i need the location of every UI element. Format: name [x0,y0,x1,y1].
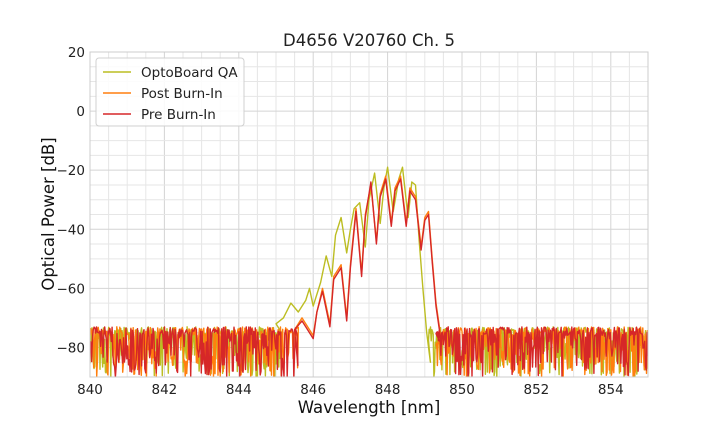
x-tick-label: 840 [77,382,103,398]
x-tick-label: 852 [524,382,550,398]
chart-title: D4656 V20760 Ch. 5 [283,31,455,50]
plot-frame [89,51,649,378]
x-tick-labels: 840 842 844 846 848 850 852 854 [77,382,624,398]
series-layer [90,166,648,377]
x-tick-label: 844 [226,382,252,398]
x-tick-label: 842 [152,382,178,398]
y-tick-label: −80 [57,340,86,356]
x-axis-title: Wavelength [nm] [298,398,441,417]
legend-box [95,57,245,127]
series-line-optoboard-qa [90,166,648,377]
y-axis-title: Optical Power [dB] [39,137,58,290]
y-tick-label: 0 [76,104,85,120]
legend: OptoBoard QA Post Burn-In Pre Burn-In [95,57,245,127]
y-tick-label: −40 [57,222,86,238]
legend-label-pre-burn-in: Pre Burn-In [141,107,216,123]
x-tick-label: 846 [300,382,326,398]
legend-label-optoboard-qa: OptoBoard QA [141,65,238,81]
y-tick-labels: −80 −60 −40 −20 0 20 [57,45,86,356]
x-tick-label: 848 [375,382,401,398]
series-line-pre-burn-in [90,178,648,377]
x-tick-label: 854 [598,382,624,398]
legend-label-post-burn-in: Post Burn-In [141,86,223,102]
y-tick-label: −20 [57,163,86,179]
y-tick-label: 20 [68,45,85,61]
y-tick-label: −60 [57,281,86,297]
x-tick-label: 850 [449,382,475,398]
